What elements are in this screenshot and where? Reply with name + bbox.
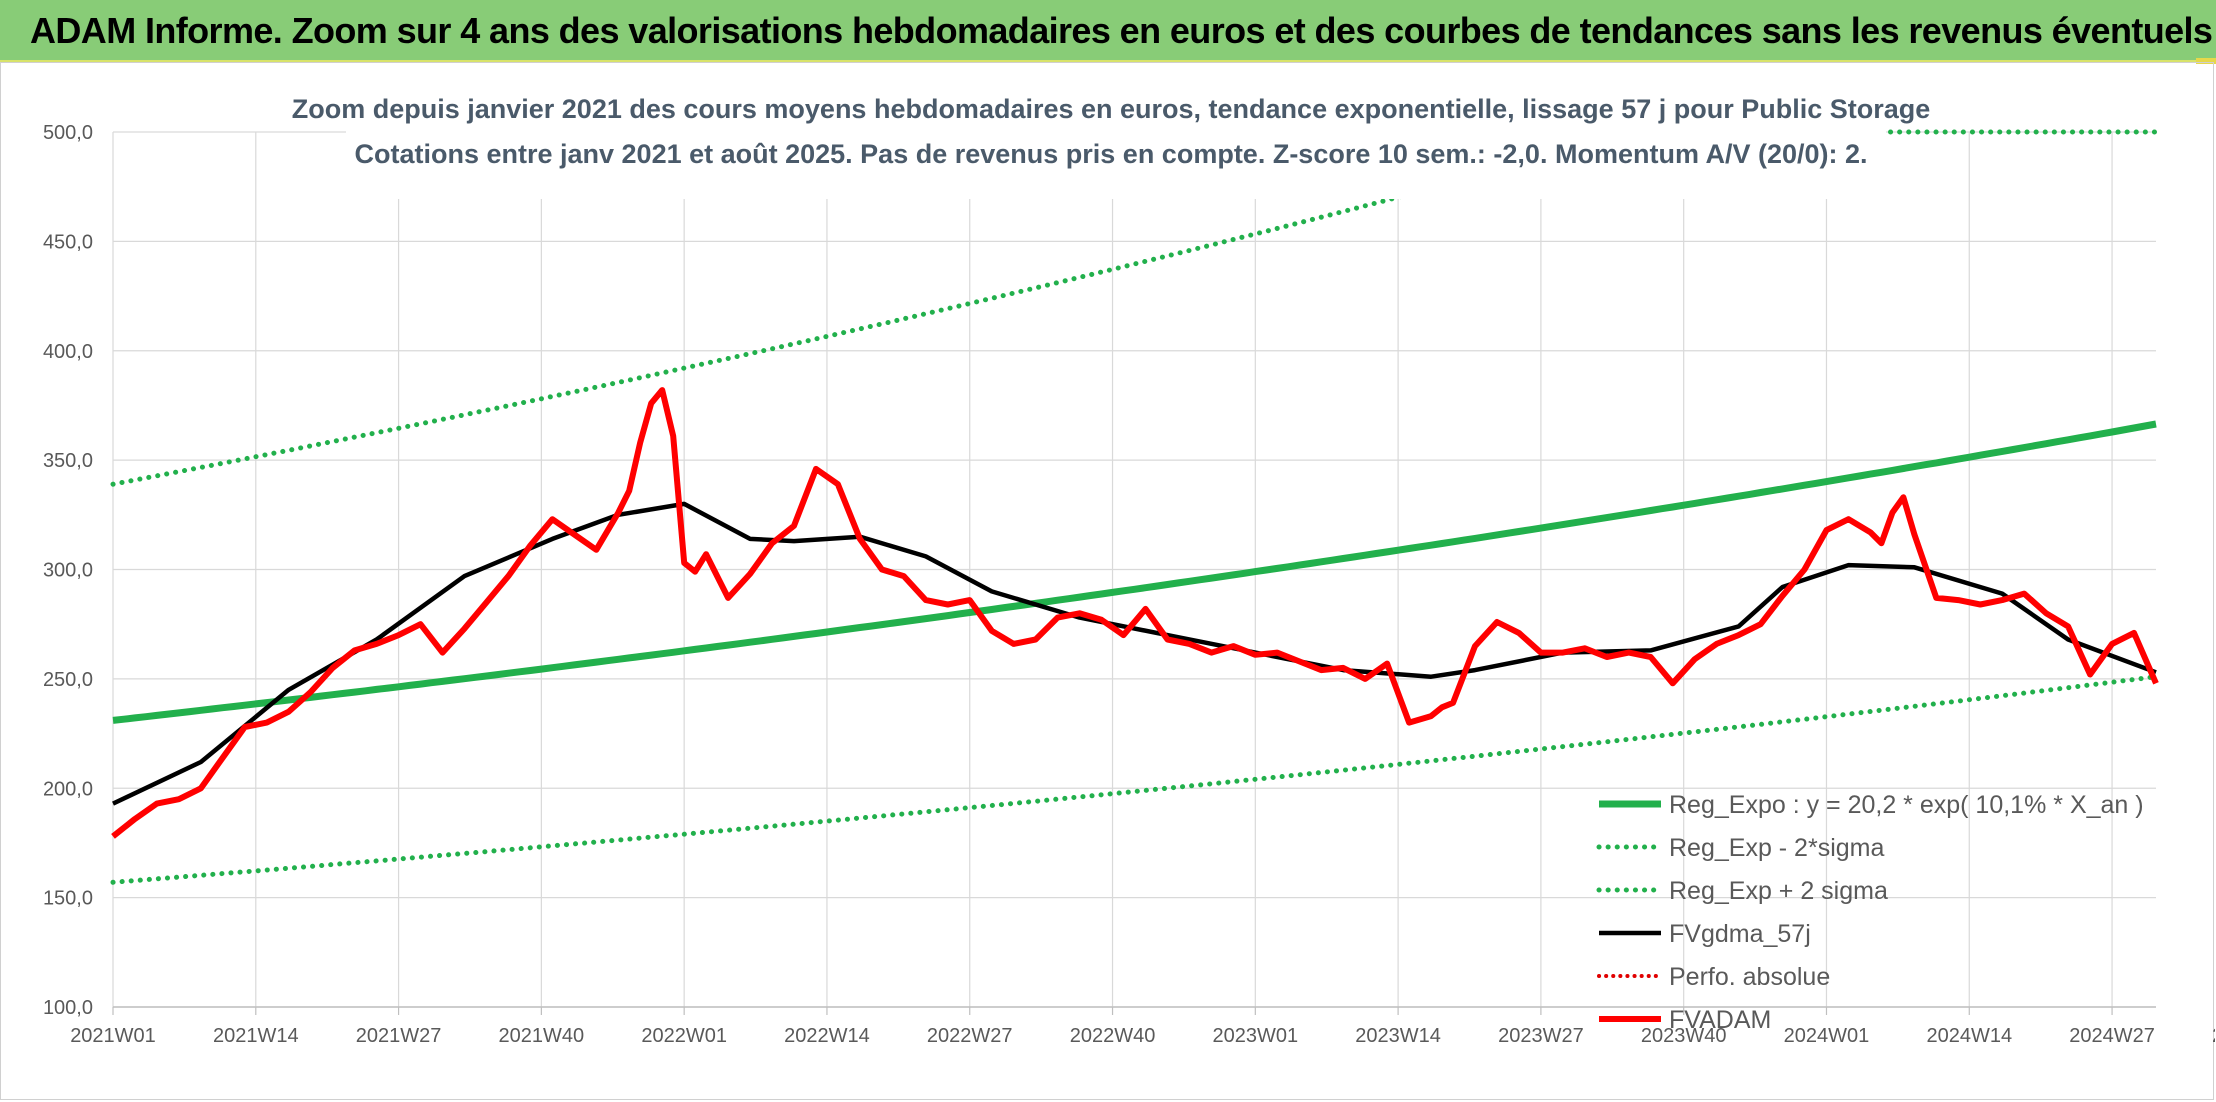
corner-accent [2196,58,2216,64]
x-tick-label: 2023W27 [1498,1025,1584,1047]
x-tick-label: 2021W40 [499,1025,585,1047]
series-line-5 [111,387,2159,839]
series-line-3 [112,501,2157,806]
x-tick-label: 2023W14 [1355,1025,1441,1047]
y-tick-label: 400,0 [43,341,93,363]
x-tick-label: 2021W27 [356,1025,442,1047]
x-tick-label: 2022W01 [641,1025,727,1047]
page-title: ADAM Informe. Zoom sur 4 ans des valoris… [30,10,2213,51]
series-line-1 [110,674,2159,885]
legend-label: Reg_Exp - 2*sigma [1669,834,1884,862]
x-tick-label: 2021W14 [213,1025,299,1047]
chart: 100,0 150,0 200,0 250,0 300,0 350,0 400,0 450,0… [43,81,2215,1047]
legend-label: FVgdma_57j [1669,920,1811,948]
grid [112,131,2156,1008]
header-bar: ADAM Informe. Zoom sur 4 ans des valoris… [0,0,2216,62]
legend-label: Perfo. absolue [1669,963,1830,991]
y-tick-label: 300,0 [43,560,93,582]
x-tick-label: 2022W27 [927,1025,1013,1047]
x-tick-label: 2024W27 [2069,1025,2155,1047]
x-tick-label: 2024W40 [2212,1025,2215,1047]
y-tick-label: 100,0 [43,997,93,1019]
y-tick-label: 200,0 [43,778,93,800]
series-line-0 [112,420,2157,724]
chart-frame: 100,0 150,0 200,0 250,0 300,0 350,0 400,0 450,0… [0,62,2215,1100]
y-tick-label: 450,0 [43,231,93,253]
x-tick-label: 2022W40 [1070,1025,1156,1047]
x-tick-label: 2024W01 [1784,1025,1870,1047]
legend-label: Reg_Expo : y = 20,2 * exp( 10,1% * X_an … [1669,791,2144,819]
axes: 100,0 150,0 200,0 250,0 300,0 350,0 400,0 450,0… [43,122,2215,1047]
y-tick-label: 350,0 [43,450,93,472]
x-tick-label: 2021W01 [70,1025,156,1047]
y-tick-label: 500,0 [43,122,93,144]
x-tick-label: 2022W14 [784,1025,870,1047]
chart-subtitle-line1: Zoom depuis janvier 2021 des cours moyen… [292,94,1931,124]
legend-label: FVADAM [1669,1006,1771,1034]
x-tick-label: 2023W40 [1641,1025,1727,1047]
series-line-2 [110,129,1643,487]
y-tick-label: 150,0 [43,888,93,910]
x-tick-label: 2024W14 [1926,1025,2012,1047]
legend: Reg_Expo : y = 20,2 * exp( 10,1% * X_an … [1596,791,2144,1034]
x-tick-label: 2023W01 [1213,1025,1299,1047]
subtitle-backdrop [346,81,1886,199]
series [110,129,2159,885]
y-tick-label: 250,0 [43,669,93,691]
chart-subtitle-line2: Cotations entre janv 2021 et août 2025. … [354,139,1867,169]
legend-label: Reg_Exp + 2 sigma [1669,877,1888,905]
